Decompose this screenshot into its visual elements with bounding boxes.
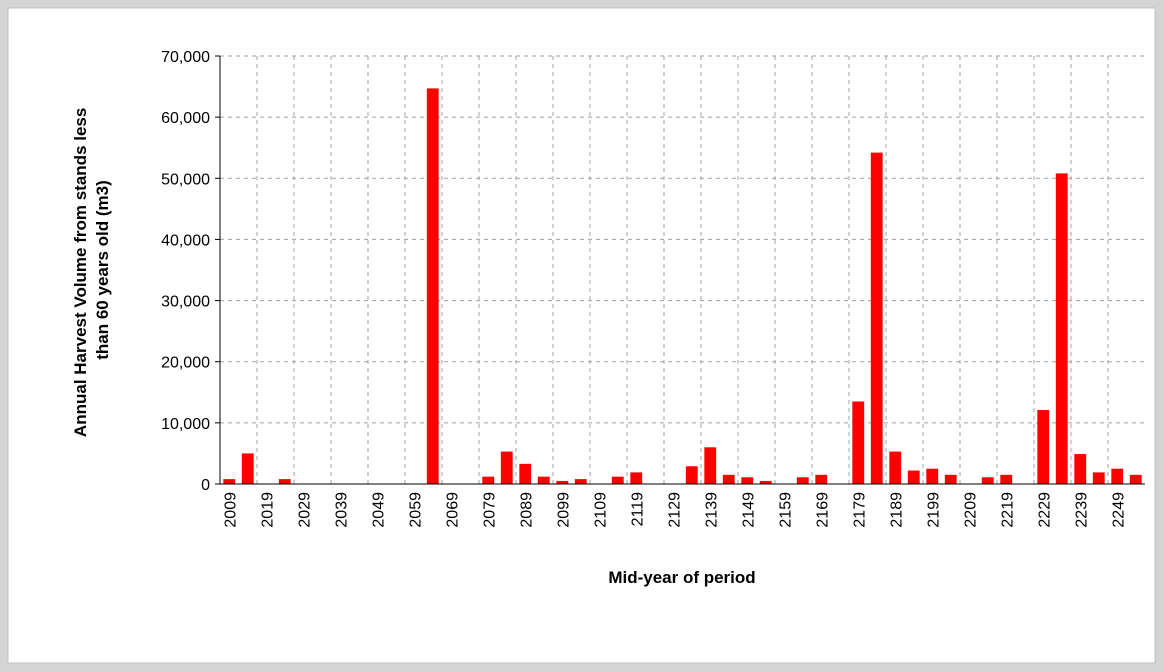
x-tick-label: 2199 — [925, 492, 942, 528]
bar — [1129, 474, 1142, 484]
bar — [537, 476, 550, 484]
bar — [741, 477, 754, 484]
bar — [482, 476, 495, 484]
bar — [926, 468, 939, 484]
bar — [1055, 173, 1068, 484]
bar — [759, 480, 772, 484]
bar — [223, 479, 236, 484]
bar — [500, 451, 513, 484]
bar — [981, 477, 994, 484]
bar — [944, 474, 957, 484]
bar — [556, 480, 569, 484]
bar — [611, 476, 624, 484]
bar — [630, 472, 643, 484]
x-tick-label: 2209 — [962, 492, 979, 528]
x-tick-label: 2249 — [1110, 492, 1127, 528]
bar — [704, 447, 717, 484]
bar — [889, 451, 902, 484]
x-tick-label: 2119 — [629, 492, 646, 527]
x-tick-label: 2169 — [814, 492, 831, 528]
bar — [519, 463, 532, 484]
bar — [796, 477, 809, 484]
x-tick-label: 2019 — [259, 492, 276, 528]
x-tick-label: 2149 — [740, 492, 757, 528]
y-tick-label: 10,000 — [161, 416, 210, 433]
y-axis-title-line: Annual Harvest Volume from stands less — [71, 108, 90, 437]
x-tick-label: 2179 — [851, 492, 868, 528]
bar — [278, 479, 291, 484]
x-tick-label: 2009 — [222, 492, 239, 528]
x-tick-label: 2239 — [1073, 492, 1090, 528]
y-tick-label: 60,000 — [161, 110, 210, 127]
bar — [870, 152, 883, 484]
y-tick-label: 0 — [201, 477, 210, 494]
x-tick-label: 2059 — [407, 492, 424, 528]
y-tick-label: 20,000 — [161, 355, 210, 372]
bar — [1000, 474, 1013, 484]
y-tick-label: 70,000 — [161, 49, 210, 66]
bar — [852, 401, 865, 484]
bar — [1074, 454, 1087, 484]
x-tick-label: 2189 — [888, 492, 905, 528]
x-tick-label: 2079 — [481, 492, 498, 528]
x-tick-label: 2139 — [703, 492, 720, 528]
bar — [426, 88, 439, 485]
x-tick-label: 2089 — [518, 492, 535, 528]
y-tick-label: 50,000 — [161, 171, 210, 188]
x-tick-label: 2029 — [296, 492, 313, 528]
bar — [907, 470, 920, 484]
x-tick-label: 2229 — [1036, 492, 1053, 528]
bar — [574, 479, 587, 484]
x-tick-label: 2049 — [370, 492, 387, 528]
x-tick-label: 2099 — [555, 492, 572, 528]
x-tick-label: 2219 — [999, 492, 1016, 528]
x-tick-label: 2159 — [777, 492, 794, 528]
y-axis-title-line: than 60 years old (m3) — [93, 180, 112, 360]
bar — [1111, 468, 1124, 484]
bar — [722, 474, 735, 484]
x-tick-label: 2039 — [333, 492, 350, 528]
bar — [241, 453, 254, 484]
plot-area: 0 10,000 20,000 30,000 40,000 50,000 60,000 70,… — [161, 49, 1145, 528]
y-tick-label: 30,000 — [161, 294, 210, 311]
y-axis-title: Annual Harvest Volume from stands less t… — [71, 103, 112, 437]
bar — [1092, 472, 1105, 484]
bar — [685, 466, 698, 484]
x-tick-label: 2129 — [666, 492, 683, 528]
bar — [815, 474, 828, 484]
x-axis-title: Mid-year of period — [608, 568, 755, 587]
chart-panel — [7, 7, 1156, 664]
y-tick-label: 40,000 — [161, 232, 210, 249]
x-tick-label: 2109 — [592, 492, 609, 528]
x-tick-label: 2069 — [444, 492, 461, 528]
bar — [1037, 410, 1050, 484]
